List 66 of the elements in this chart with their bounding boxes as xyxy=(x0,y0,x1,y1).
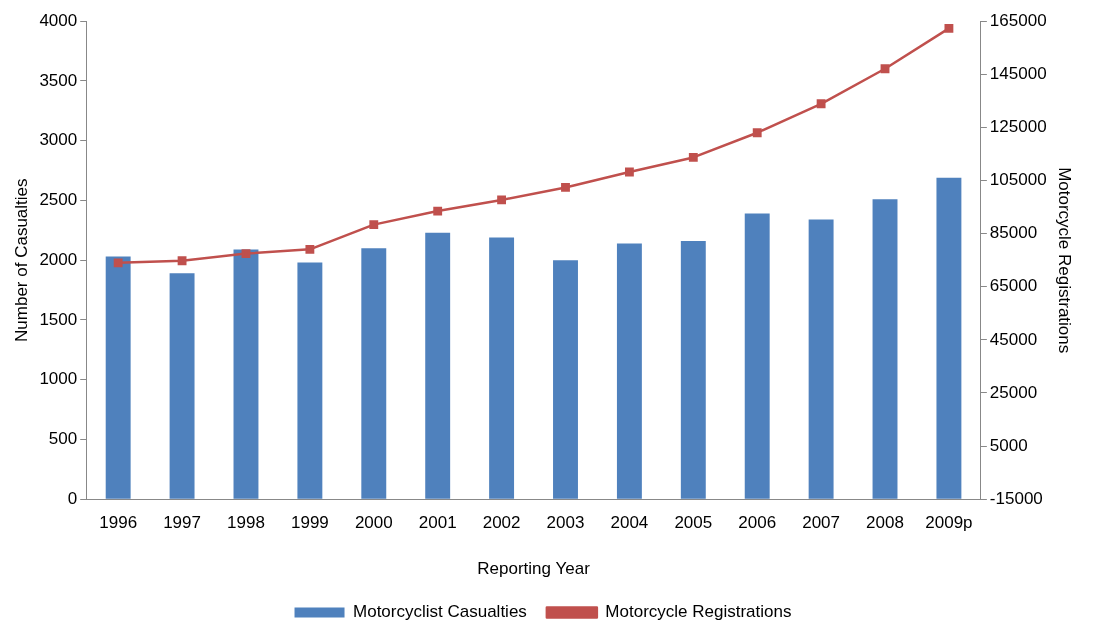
x-tick-label: 2008 xyxy=(866,513,904,533)
y-tick-label: 3500 xyxy=(39,70,78,90)
bar xyxy=(489,237,515,499)
bar xyxy=(297,262,323,499)
y2-axis-title: Motorcycle Registrations xyxy=(1055,167,1075,354)
bar xyxy=(872,199,898,499)
point xyxy=(752,128,762,138)
x-tick-label: 2000 xyxy=(354,513,393,533)
y2-tick-label: 125000 xyxy=(989,117,1047,137)
bar xyxy=(105,256,131,499)
x-tick-label: 2001 xyxy=(418,513,457,533)
bar xyxy=(680,241,706,499)
legend-label: Motorcycle Registrations xyxy=(605,602,792,622)
x-tick-label: 2005 xyxy=(674,513,713,533)
x-tick-label: 1998 xyxy=(227,513,265,533)
y2-tick-label: 45000 xyxy=(989,329,1038,349)
point xyxy=(497,195,507,205)
y-tick-label: 2500 xyxy=(39,190,78,210)
y-tick-label: 2000 xyxy=(39,249,78,269)
x-tick-label: 1997 xyxy=(163,513,201,533)
point xyxy=(305,244,315,254)
point xyxy=(944,23,954,33)
point xyxy=(369,220,379,230)
point xyxy=(113,258,123,268)
x-tick-label: 2006 xyxy=(738,513,777,533)
point xyxy=(177,256,187,266)
x-tick-label: 1999 xyxy=(290,513,329,533)
y2-tick-label: 165000 xyxy=(989,10,1047,30)
bar xyxy=(616,243,642,499)
bar xyxy=(808,219,834,499)
x-tick-label: 2007 xyxy=(802,513,841,533)
y-tick-label: 0 xyxy=(67,488,78,508)
y-tick-label: 3000 xyxy=(39,130,78,150)
x-tick-label: 2004 xyxy=(610,513,649,533)
y-tick-label: 1500 xyxy=(39,309,78,329)
y-tick-label: 1000 xyxy=(39,369,78,389)
bar xyxy=(233,249,259,499)
y-axis-title: Number of Casualties xyxy=(11,178,31,342)
x-tick-label: 2003 xyxy=(546,513,585,533)
bar xyxy=(361,248,387,499)
bar xyxy=(744,213,770,499)
point xyxy=(816,99,826,109)
y2-tick-label: 65000 xyxy=(989,276,1038,296)
y2-tick-label: -15000 xyxy=(989,488,1043,508)
x-tick-label: 2002 xyxy=(482,513,521,533)
x-tick-label: 1996 xyxy=(99,513,138,533)
y-tick-label: 4000 xyxy=(39,10,78,30)
y2-tick-label: 25000 xyxy=(989,382,1038,402)
x-axis-title: Reporting Year xyxy=(477,559,591,579)
point xyxy=(241,249,251,258)
y-tick-label: 500 xyxy=(48,429,78,449)
y2-tick-label: 85000 xyxy=(989,223,1038,243)
bar xyxy=(936,177,962,499)
y2-tick-label: 5000 xyxy=(989,435,1028,455)
bar xyxy=(425,232,451,499)
bar xyxy=(553,260,578,499)
point xyxy=(624,167,634,177)
y2-tick-label: 145000 xyxy=(989,64,1047,83)
legend-label: Motorcyclist Casualties xyxy=(353,602,527,622)
point xyxy=(688,153,698,162)
bar xyxy=(169,273,195,499)
point xyxy=(880,64,890,74)
point xyxy=(433,206,443,216)
x-tick-label: 2009p xyxy=(925,513,973,533)
y2-tick-label: 105000 xyxy=(989,170,1047,190)
point xyxy=(561,183,570,192)
